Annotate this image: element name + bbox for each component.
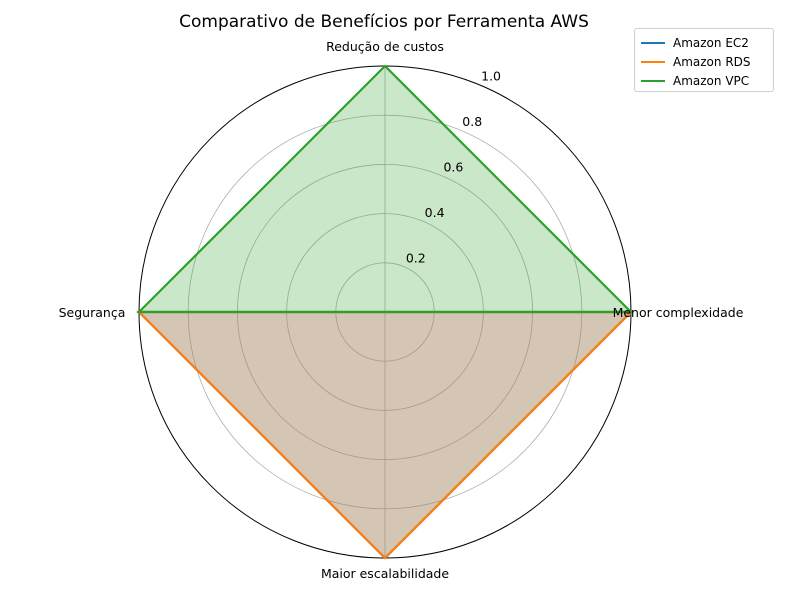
r-tick-label: 0.6 [443,160,463,175]
series-area [139,312,631,558]
series-line [136,64,634,314]
r-tick-label: 0.8 [462,114,482,129]
legend-swatch [641,79,665,82]
chart-title: Comparativo de Benefícios por Ferramenta… [179,12,589,32]
legend-swatch [641,60,665,63]
axis-label-maior-escalabilidade: Maior escalabilidade [321,566,449,581]
series-area [139,312,631,558]
legend-label: Amazon RDS [673,54,751,69]
label-layer: Redução de custos Menor complexidade Mai… [59,39,744,581]
series-layer [136,64,634,560]
legend-label: Amazon EC2 [673,35,749,50]
legend-item: Amazon VPC [641,71,767,90]
legend-label: Amazon VPC [673,73,750,88]
axis-label-reducao-custos: Redução de custos [326,39,444,54]
axis-label-seguranca: Segurança [59,305,126,320]
legend: Amazon EC2 Amazon RDS Amazon VPC [634,28,774,92]
legend-item: Amazon RDS [641,52,767,71]
axis-label-menor-complexidade: Menor complexidade [613,305,744,320]
r-tick-label: 0.2 [406,251,426,266]
r-tick-label: 0.4 [425,205,445,220]
r-tick-label: 1.0 [481,69,501,84]
legend-swatch [641,41,665,44]
legend-item: Amazon EC2 [641,33,767,52]
series-area [139,66,631,312]
